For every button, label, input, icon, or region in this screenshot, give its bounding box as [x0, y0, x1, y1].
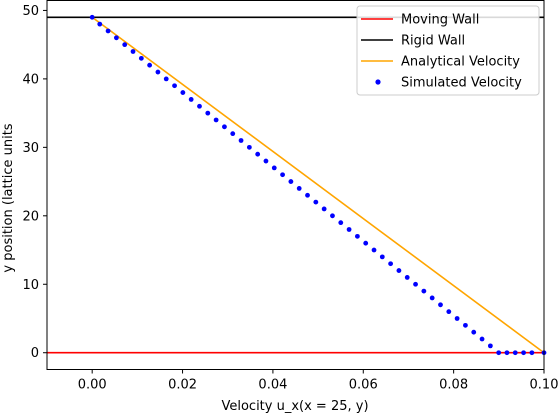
x-tick-label: 0.02 [168, 378, 197, 393]
plot-points [89, 14, 547, 356]
data-point [354, 233, 360, 239]
data-point [271, 165, 277, 171]
data-point [89, 14, 95, 20]
data-point [305, 192, 310, 198]
data-point [147, 62, 153, 68]
plot-frame [46, 0, 545, 370]
data-point [463, 322, 468, 328]
data-point [205, 110, 211, 116]
data-point [529, 350, 535, 356]
data-point [338, 220, 344, 226]
legend: Moving Wall Rigid Wall Analytical Velocity… [356, 5, 540, 96]
y-tick-label: 40 [22, 72, 39, 87]
legend-swatch [375, 79, 381, 85]
data-point [288, 179, 294, 184]
data-point [97, 21, 103, 27]
data-point [222, 124, 227, 130]
data-point [421, 288, 427, 294]
x-tick-label: 0.04 [258, 378, 287, 393]
y-axis-ticks: 0 10 20 30 40 50 [22, 4, 47, 361]
legend-box [356, 5, 540, 96]
x-tick-label: 0.08 [439, 378, 468, 393]
data-point [113, 35, 119, 41]
data-point [487, 343, 493, 349]
data-point [130, 49, 136, 54]
data-point [163, 76, 169, 82]
data-point [172, 83, 177, 89]
data-point [429, 295, 435, 301]
data-point [504, 350, 510, 356]
data-point [122, 42, 128, 48]
data-point [438, 302, 443, 308]
data-point [371, 247, 377, 253]
y-tick-label: 20 [22, 209, 39, 224]
data-point [280, 172, 285, 178]
data-point [396, 268, 402, 273]
y-tick-label: 10 [22, 278, 39, 293]
legend-label: Analytical Velocity [401, 55, 520, 70]
data-point [454, 316, 460, 321]
data-point [296, 186, 302, 191]
data-point [479, 336, 485, 342]
data-point [446, 309, 452, 315]
data-point [413, 281, 418, 287]
data-point [330, 213, 335, 219]
data-point [496, 350, 502, 356]
data-point [188, 97, 194, 102]
y-tick-label: 0 [31, 346, 39, 361]
data-point [138, 55, 144, 61]
data-point [379, 254, 385, 260]
data-point [230, 131, 236, 137]
data-point [346, 227, 352, 232]
data-point [213, 117, 219, 123]
data-point [512, 350, 518, 356]
data-point [388, 261, 394, 267]
series-line-2 [91, 16, 545, 354]
data-point [404, 275, 410, 280]
legend-label: Moving Wall [401, 13, 479, 28]
data-point [197, 103, 202, 109]
data-point [246, 144, 252, 150]
data-point [255, 151, 261, 157]
y-tick-label: 50 [22, 4, 39, 19]
x-axis-ticks: 0.00 0.02 0.04 0.06 0.08 0.10 [78, 369, 558, 393]
data-point [313, 199, 319, 205]
legend-label: Rigid Wall [401, 34, 465, 49]
data-point [321, 206, 327, 212]
data-point [263, 158, 269, 164]
x-tick-label: 0.06 [349, 378, 378, 393]
x-tick-label: 0.10 [530, 378, 558, 393]
x-tick-label: 0.00 [78, 378, 107, 393]
legend-label: Simulated Velocity [401, 76, 522, 91]
data-point [105, 28, 111, 34]
data-point [238, 138, 244, 143]
data-point [155, 69, 161, 75]
y-axis-label: y position (lattice units [1, 123, 16, 272]
x-axis-label: Velocity u_x(x = 25, y) [221, 399, 368, 413]
data-point [363, 240, 369, 246]
data-point [180, 90, 186, 95]
data-point [471, 329, 477, 335]
data-point [521, 350, 526, 356]
y-tick-label: 30 [22, 141, 39, 156]
